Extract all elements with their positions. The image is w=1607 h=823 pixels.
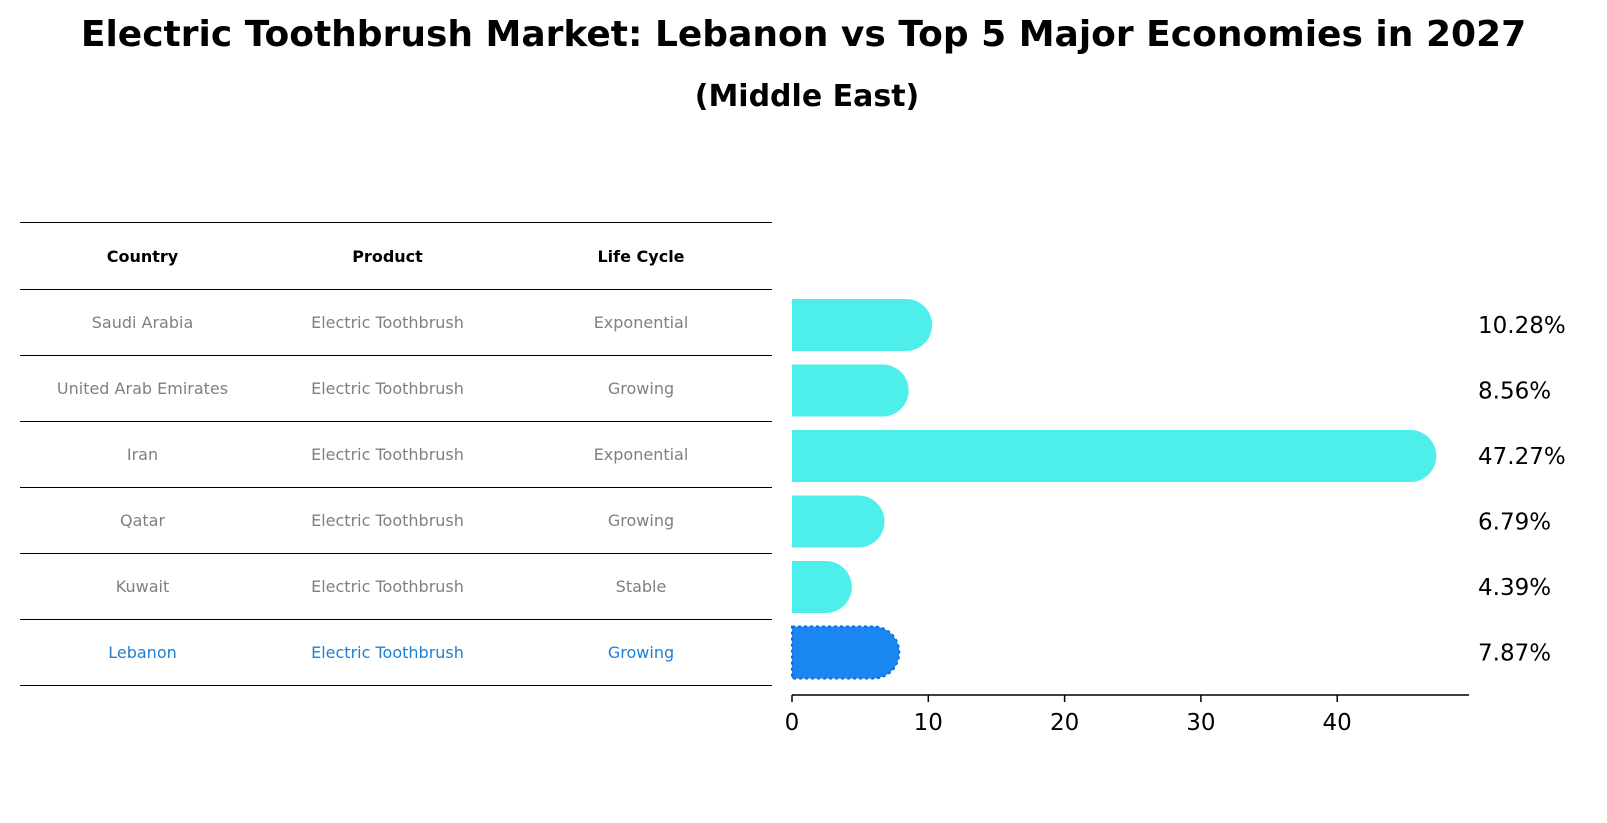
table-row: United Arab Emirates Electric Toothbrush… — [20, 355, 772, 422]
cell-life-cycle: Growing — [510, 355, 772, 422]
cell-country: Iran — [20, 421, 265, 488]
header-country: Country — [20, 222, 265, 290]
table-row: Iran Electric Toothbrush Exponential — [20, 421, 772, 488]
value-label: 4.39% — [1478, 575, 1551, 601]
bar-qatar — [792, 495, 885, 548]
value-label: 7.87% — [1478, 641, 1551, 667]
bar-lebanon — [792, 626, 900, 679]
cell-life-cycle: Exponential — [510, 289, 772, 356]
x-tick-label: 0 — [785, 710, 800, 736]
value-label: 8.56% — [1478, 379, 1551, 405]
cell-country: Kuwait — [20, 553, 265, 620]
value-label: 10.28% — [1478, 313, 1566, 339]
bar-iran — [791, 430, 1437, 482]
cell-life-cycle: Growing — [510, 487, 772, 554]
cell-product: Electric Toothbrush — [265, 487, 510, 554]
cell-life-cycle: Stable — [510, 553, 772, 620]
table-row: Saudi Arabia Electric Toothbrush Exponen… — [20, 289, 772, 356]
value-label: 6.79% — [1478, 510, 1551, 536]
market-table: Country Product Life Cycle Saudi Arabia … — [20, 222, 772, 686]
table-row: Qatar Electric Toothbrush Growing — [20, 487, 772, 554]
x-tick-label: 20 — [1050, 710, 1079, 736]
cell-product: Electric Toothbrush — [265, 289, 510, 356]
cell-life-cycle: Growing — [510, 619, 772, 686]
cell-country: Saudi Arabia — [20, 289, 265, 356]
cell-product: Electric Toothbrush — [265, 355, 510, 422]
header-product: Product — [265, 222, 510, 290]
cell-product: Electric Toothbrush — [265, 619, 510, 686]
x-tick-label: 40 — [1323, 710, 1352, 736]
cell-product: Electric Toothbrush — [265, 421, 510, 488]
bar-highlight-outline — [791, 625, 901, 680]
bar-kuwait — [792, 561, 852, 613]
x-tick-label: 30 — [1186, 710, 1215, 736]
table-row: Kuwait Electric Toothbrush Stable — [20, 553, 772, 620]
cell-life-cycle: Exponential — [510, 421, 772, 488]
table-header-row: Country Product Life Cycle — [20, 222, 772, 290]
bar-saudi-arabia — [792, 299, 933, 351]
cell-country: United Arab Emirates — [20, 355, 265, 422]
cell-country: Qatar — [20, 487, 265, 554]
chart-subtitle: (Middle East) — [694, 79, 920, 114]
table-row-highlight: Lebanon Electric Toothbrush Growing — [20, 619, 772, 686]
bar-united-arab-emirates — [792, 364, 909, 417]
x-tick-label: 10 — [914, 710, 943, 736]
header-life-cycle: Life Cycle — [510, 222, 772, 290]
cell-country: Lebanon — [20, 619, 265, 686]
value-label: 47.27% — [1478, 444, 1566, 470]
chart-title: Electric Toothbrush Market: Lebanon vs T… — [80, 14, 1527, 55]
